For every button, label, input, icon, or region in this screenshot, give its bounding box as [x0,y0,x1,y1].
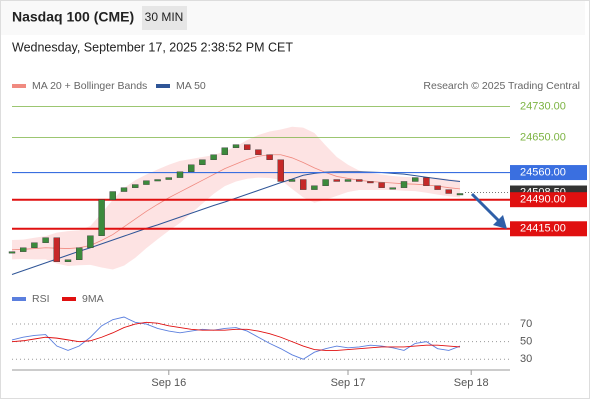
legend-swatch [12,84,26,88]
candle [333,179,340,182]
candle [176,171,184,178]
candle [20,247,27,252]
y-tick-label: 70 [520,318,532,330]
candle [356,179,363,182]
candle [243,144,251,150]
candle [232,144,240,148]
legend-label: MA 50 [176,80,206,92]
candle [288,179,296,182]
candle [378,182,385,188]
credit: Research © 2025 Trading Central [423,80,580,92]
legend-label: RSI [32,293,50,305]
candle [311,185,318,190]
y-tick-label: 30 [520,353,532,365]
arrow [470,192,507,229]
legend-label: MA 20 + Bollinger Bands [32,80,147,92]
level-label: 24415.00 [520,223,566,235]
candle [400,181,408,188]
candle [42,237,49,243]
title: Nasdaq 100 (CME) [12,9,134,25]
datetime: Wednesday, September 17, 2025 2:38:52 PM… [12,40,293,54]
candle [8,251,16,254]
candle [131,184,139,188]
candle [75,247,83,260]
rsi-line [11,321,461,351]
candle [64,259,72,262]
candle [344,179,352,182]
x-tick-label: Sep 18 [454,377,489,389]
level-label: 24560.00 [520,166,566,178]
level-label: 24730.00 [520,101,566,113]
timeframe-box[interactable] [142,6,187,30]
candle [165,177,173,180]
candle [277,159,284,182]
candle [31,242,38,248]
candle [187,164,195,172]
candle [412,177,419,182]
legend-swatch [62,297,76,301]
level-label: 24650.00 [520,132,566,144]
ma-line [11,154,461,251]
timeframe[interactable]: 30 MIN [145,10,184,24]
candle [143,180,150,185]
candle [98,199,105,236]
candle [199,159,206,165]
level-box [510,221,587,237]
candle [109,191,117,200]
candle [389,187,396,190]
x-tick-label: Sep 16 [151,377,186,389]
candle [266,154,273,160]
arrow-shaft [470,192,502,224]
legend-swatch [156,84,170,88]
level-box [510,192,587,208]
candle [423,177,430,186]
level-label: 24490.00 [520,194,566,206]
candle [221,147,229,155]
candle [87,235,94,248]
arrow-head [493,215,507,229]
candle [210,154,217,160]
level-box [510,165,587,181]
candle [120,187,128,192]
candle [53,237,60,262]
legend-swatch [12,297,26,301]
candle [300,179,307,190]
x-tick-label: Sep 17 [331,377,366,389]
candle [456,193,464,196]
candle [322,179,329,186]
candle [154,179,161,182]
y-tick-label: 50 [520,336,532,348]
candle [255,149,262,155]
candle [434,185,441,190]
bollinger-band [12,126,460,270]
legend-label: 9MA [82,293,104,305]
candle [445,189,452,194]
candle [367,181,374,184]
header-bar [1,1,585,35]
